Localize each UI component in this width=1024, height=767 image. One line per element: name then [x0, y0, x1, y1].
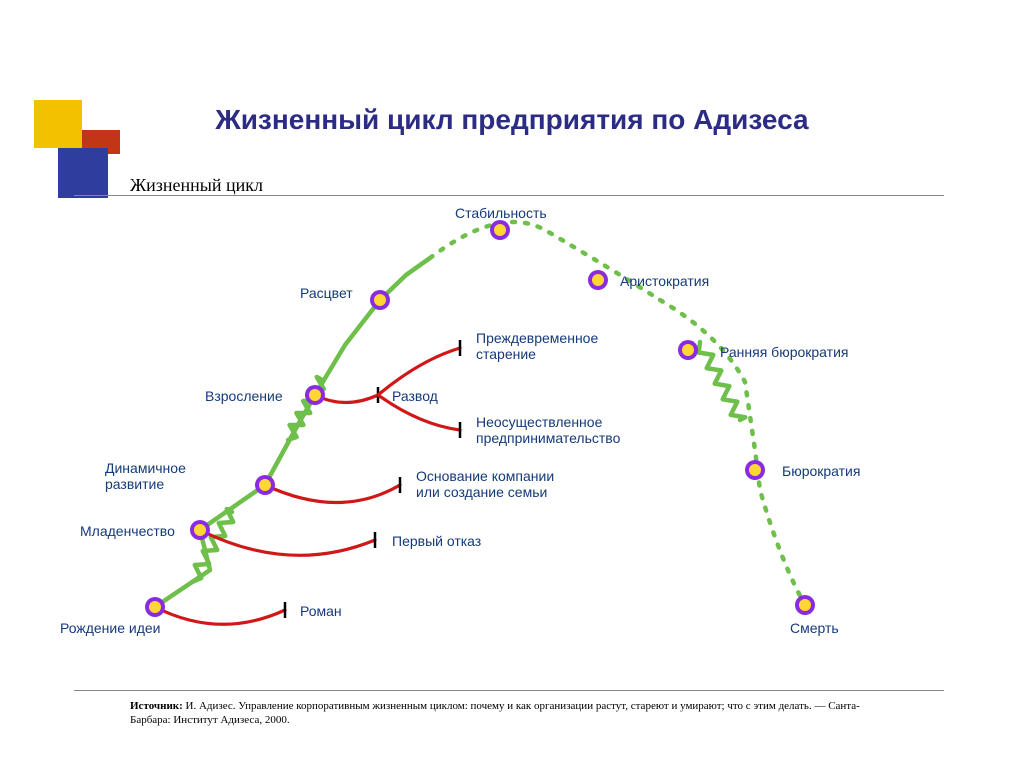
stage-label-go: Динамичное: [105, 460, 186, 476]
branch-label: Роман: [300, 603, 342, 619]
stage-label-earlybur: Ранняя бюрократия: [720, 344, 848, 360]
source-citation: Источник: И. Адизес. Управление корпорат…: [130, 700, 890, 728]
lifecycle-chart: [0, 0, 1024, 767]
branch-label: Первый отказ: [392, 533, 481, 549]
branch-label: Основание компании: [416, 468, 554, 484]
stage-label-go: развитие: [105, 476, 164, 492]
stage-label-death: Смерть: [790, 620, 839, 636]
stage-label-bur: Бюрократия: [782, 463, 860, 479]
branch-label: Неосуществленное: [476, 414, 602, 430]
branch-label: или создание семьи: [416, 484, 547, 500]
stage-label-stable: Стабильность: [455, 205, 547, 221]
stage-label-infancy: Младенчество: [80, 523, 175, 539]
stage: Жизненный цикл предприятия по Адизеса Жи…: [0, 0, 1024, 767]
branch-label: Развод: [392, 388, 438, 404]
rule-bottom: [74, 690, 944, 691]
branch-label: предпринимательство: [476, 430, 620, 446]
stage-label-prime: Расцвет: [300, 285, 353, 301]
branch-label: Преждевременное: [476, 330, 598, 346]
stage-label-birth: Рождение идеи: [60, 620, 161, 636]
stage-label-aristo: Аристократия: [620, 273, 709, 289]
stage-label-adol: Взросление: [205, 388, 283, 404]
branch-label: старение: [476, 346, 536, 362]
